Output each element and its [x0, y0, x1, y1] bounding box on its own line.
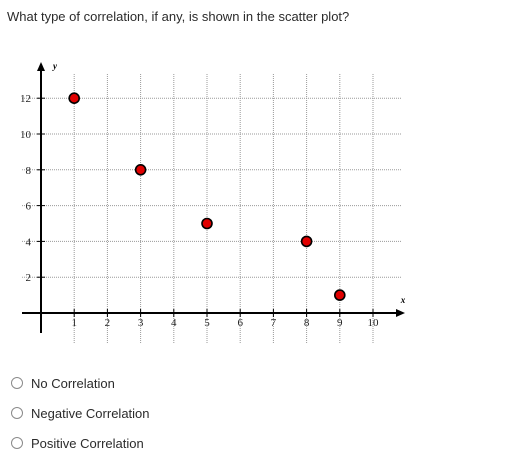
x-tick-label: 4	[171, 317, 177, 329]
question-text: What type of correlation, if any, is sho…	[7, 9, 350, 24]
x-tick-label: 5	[204, 317, 210, 329]
x-axis-label: x	[400, 295, 406, 305]
data-point	[134, 164, 147, 176]
data-point	[333, 289, 346, 301]
x-tick-label: 7	[271, 317, 277, 329]
y-axis-arrow	[37, 62, 45, 71]
choice-positive-correlation[interactable]: Positive Correlation	[11, 428, 150, 458]
y-axis-label: y	[52, 61, 58, 71]
choice-label: Negative Correlation	[31, 405, 150, 421]
y-tick-label: 12	[20, 93, 31, 105]
x-tick-label: 9	[337, 317, 343, 329]
data-point	[300, 235, 313, 248]
choice-no-correlation[interactable]: No Correlation	[11, 368, 150, 398]
data-point	[68, 92, 80, 104]
choice-label: No Correlation	[31, 375, 115, 391]
radio-button[interactable]	[11, 437, 23, 449]
radio-button[interactable]	[11, 407, 23, 419]
x-tick-label: 2	[105, 317, 111, 329]
data-point	[201, 217, 213, 230]
y-tick-label: 4	[26, 236, 32, 248]
choice-label: Positive Correlation	[31, 435, 144, 451]
choice-negative-correlation[interactable]: Negative Correlation	[11, 398, 150, 428]
y-tick-label: 10	[20, 129, 32, 141]
y-tick-label: 8	[26, 165, 32, 177]
x-tick-label: 1	[71, 317, 77, 329]
x-tick-label: 3	[138, 317, 144, 329]
x-tick-label: 10	[368, 317, 380, 329]
x-tick-label: 6	[237, 317, 243, 329]
y-tick-label: 6	[26, 201, 32, 213]
x-tick-label: 8	[304, 317, 310, 329]
y-tick-label: 2	[26, 272, 32, 284]
x-axis-arrow	[396, 309, 405, 317]
answer-choices: No Correlation Negative Correlation Posi…	[11, 368, 150, 458]
radio-button[interactable]	[11, 377, 23, 389]
